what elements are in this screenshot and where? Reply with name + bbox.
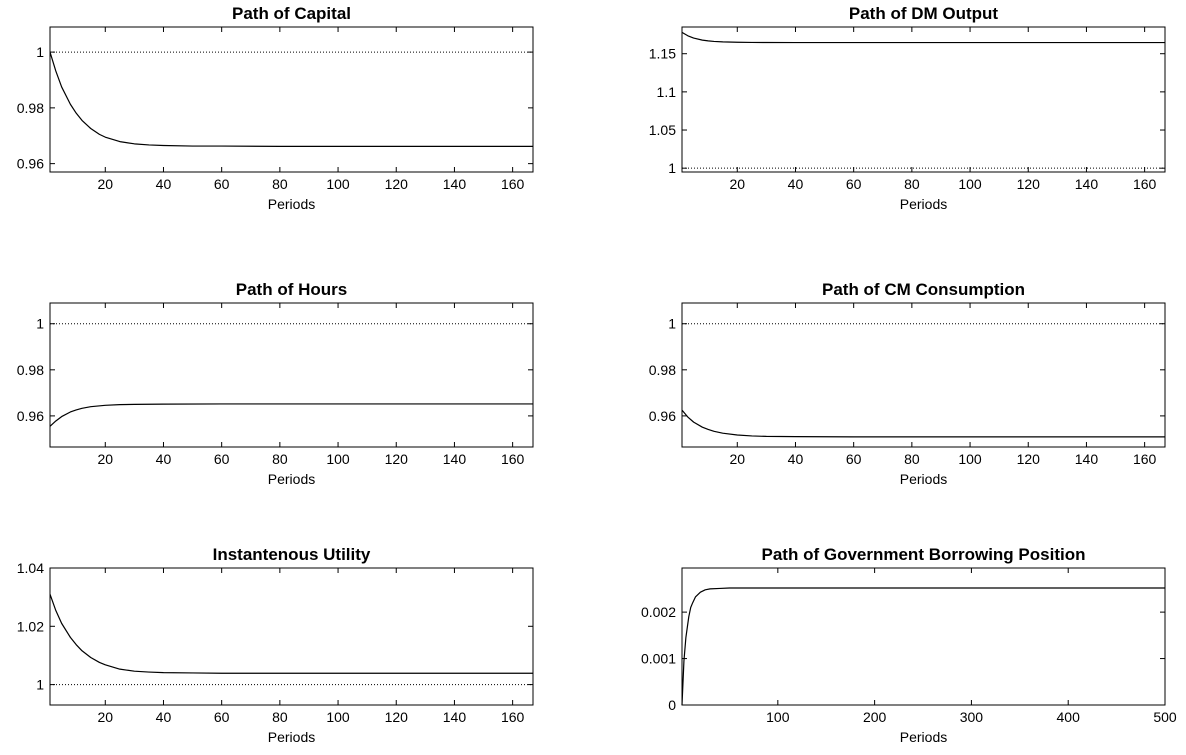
series-line xyxy=(681,409,1165,438)
x-tick-label: 20 xyxy=(729,451,745,467)
x-tick-label: 300 xyxy=(960,709,984,725)
x-tick-label: 60 xyxy=(846,451,862,467)
x-tick-label: 140 xyxy=(443,709,467,725)
x-tick-label: 100 xyxy=(326,176,350,192)
series-line xyxy=(49,594,533,674)
x-tick-label: 120 xyxy=(1017,451,1041,467)
y-tick-label: 1.05 xyxy=(649,122,676,138)
x-tick-label: 40 xyxy=(788,176,804,192)
y-tick-label: 1.15 xyxy=(649,46,676,62)
x-tick-label: 20 xyxy=(97,451,113,467)
x-tick-label: 120 xyxy=(385,176,409,192)
x-tick-label: 140 xyxy=(443,451,467,467)
x-axis-label: Periods xyxy=(268,196,315,212)
x-tick-label: 160 xyxy=(501,709,525,725)
x-tick-label: 80 xyxy=(904,451,920,467)
x-tick-label: 60 xyxy=(214,709,230,725)
chart-path-of-dm-output: Path of DM Output Periods 20 40 60 80 100 120… xyxy=(649,4,1166,212)
x-tick-label: 160 xyxy=(501,451,525,467)
plot-frame xyxy=(681,302,1166,448)
y-tick-label: 0.002 xyxy=(641,604,676,620)
series-line xyxy=(49,403,533,427)
x-tick-label: 80 xyxy=(904,176,920,192)
x-tick-label: 80 xyxy=(272,176,288,192)
plot-frame xyxy=(681,26,1166,173)
plot-frame xyxy=(49,26,534,173)
x-tick-label: 100 xyxy=(766,709,790,725)
chart-path-of-capital: Path of Capital Periods 20 40 60 80 100 120 14… xyxy=(17,4,534,212)
chart-title: Path of Government Borrowing Position xyxy=(762,545,1086,564)
chart-title: Instantenous Utility xyxy=(213,545,371,564)
x-axis-label: Periods xyxy=(268,471,315,487)
y-tick-label: 0.98 xyxy=(17,100,44,116)
series-line xyxy=(49,51,533,147)
series-line xyxy=(681,31,1165,44)
x-axis-label: Periods xyxy=(900,729,947,745)
chart-path-of-hours: Path of Hours Periods 20 40 60 80 100 120 140 1… xyxy=(17,280,534,487)
x-tick-label: 20 xyxy=(729,176,745,192)
y-tick-label: 0 xyxy=(668,697,676,713)
x-tick-label: 60 xyxy=(214,451,230,467)
x-tick-label: 40 xyxy=(156,176,172,192)
series-line xyxy=(681,587,1165,706)
plot-frame xyxy=(681,567,1166,706)
chart-path-of-government-borrowing-position: Path of Government Borrowing Position Pe… xyxy=(641,545,1177,745)
x-tick-label: 120 xyxy=(385,709,409,725)
x-tick-label: 40 xyxy=(156,709,172,725)
x-axis-label: Periods xyxy=(900,196,947,212)
x-tick-label: 500 xyxy=(1153,709,1177,725)
chart-instantenous-utility: Instantenous Utility Periods 20 40 60 80 100… xyxy=(17,545,534,745)
x-tick-label: 40 xyxy=(788,451,804,467)
y-tick-label: 1.04 xyxy=(17,560,44,576)
y-tick-label: 1 xyxy=(668,316,676,332)
y-tick-label: 0.96 xyxy=(17,156,44,172)
x-tick-label: 80 xyxy=(272,451,288,467)
x-tick-label: 400 xyxy=(1057,709,1081,725)
y-tick-label: 1 xyxy=(36,44,44,60)
x-tick-label: 40 xyxy=(156,451,172,467)
x-tick-label: 100 xyxy=(326,451,350,467)
x-tick-label: 100 xyxy=(958,176,982,192)
y-tick-label: 1.02 xyxy=(17,618,44,634)
x-tick-label: 20 xyxy=(97,709,113,725)
x-tick-label: 160 xyxy=(1133,451,1157,467)
y-tick-label: 1.1 xyxy=(657,84,677,100)
x-tick-label: 120 xyxy=(1017,176,1041,192)
x-tick-label: 100 xyxy=(958,451,982,467)
x-tick-label: 160 xyxy=(501,176,525,192)
y-tick-label: 0.96 xyxy=(649,408,676,424)
x-tick-label: 120 xyxy=(385,451,409,467)
x-tick-label: 200 xyxy=(863,709,887,725)
y-tick-label: 0.98 xyxy=(649,362,676,378)
y-tick-label: 0.98 xyxy=(17,362,44,378)
x-tick-label: 140 xyxy=(1075,451,1099,467)
y-tick-label: 1 xyxy=(668,160,676,176)
chart-title: Path of CM Consumption xyxy=(822,280,1025,299)
x-tick-label: 60 xyxy=(846,176,862,192)
y-tick-label: 0.96 xyxy=(17,408,44,424)
x-tick-label: 140 xyxy=(443,176,467,192)
x-axis-label: Periods xyxy=(268,729,315,745)
y-tick-label: 1 xyxy=(36,316,44,332)
x-axis-label: Periods xyxy=(900,471,947,487)
plot-frame xyxy=(49,567,534,706)
y-tick-label: 0.001 xyxy=(641,651,676,667)
x-tick-label: 80 xyxy=(272,709,288,725)
x-tick-label: 100 xyxy=(326,709,350,725)
x-tick-label: 160 xyxy=(1133,176,1157,192)
x-tick-label: 20 xyxy=(97,176,113,192)
chart-path-of-cm-consumption: Path of CM Consumption Periods 20 40 60 80 1… xyxy=(649,280,1166,487)
plot-frame xyxy=(49,302,534,448)
chart-title: Path of Capital xyxy=(232,4,351,23)
x-tick-label: 60 xyxy=(214,176,230,192)
x-tick-label: 140 xyxy=(1075,176,1099,192)
chart-title: Path of Hours xyxy=(236,280,347,299)
y-tick-label: 1 xyxy=(36,677,44,693)
chart-title: Path of DM Output xyxy=(849,4,999,23)
